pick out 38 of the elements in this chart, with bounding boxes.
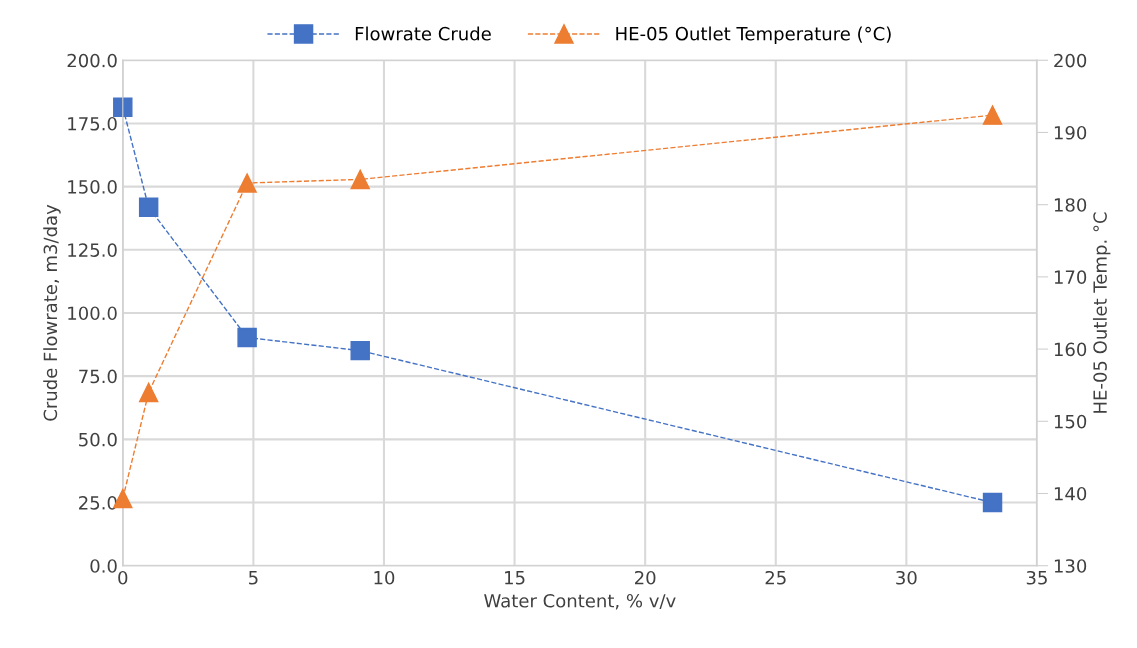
point [138, 382, 159, 403]
y2-tick-label: 200 [1054, 53, 1087, 68]
y2-axis-title: HE-05 Outlet Temp. °C [1092, 212, 1111, 413]
y-axis-title: Crude Flowrate, m3/day [43, 204, 61, 421]
y2-tick-label: 170 [1054, 270, 1087, 284]
legend-label: Flowrate Crude [355, 26, 491, 41]
y-tick-label: 200.0 [67, 53, 117, 68]
point [982, 105, 1003, 125]
point [113, 97, 133, 117]
x-tick-label: 10 [374, 570, 395, 585]
y2-tick-label: 130 [1054, 559, 1087, 573]
x-tick-label: 25 [765, 570, 786, 585]
y-tick-label: 75.0 [79, 369, 117, 384]
point [350, 169, 370, 190]
point [350, 340, 370, 361]
point [237, 327, 257, 348]
x-tick-label: 20 [635, 570, 656, 585]
x-tick-label: 0 [118, 570, 128, 585]
y2-tick-label: 150 [1054, 414, 1087, 429]
x-tick-label: 35 [1026, 570, 1047, 585]
x-tick-label: 15 [505, 571, 525, 585]
y-tick-label: 175.0 [68, 116, 117, 131]
x-tick-label: 30 [896, 570, 917, 585]
y2-tick-label: 190 [1054, 125, 1087, 140]
point [237, 173, 257, 193]
y-tick-label: 50.0 [79, 432, 117, 447]
point [138, 197, 159, 218]
point [982, 492, 1003, 513]
y2-tick-label: 160 [1054, 342, 1087, 357]
x-tick-label: 5 [249, 571, 258, 585]
legend-label: HE-05 Outlet Temperature (°C) [616, 26, 891, 45]
y-tick-label: 100.0 [68, 306, 117, 321]
x-axis-title: Water Content, % v/v [484, 593, 676, 610]
y2-tick-label: 140 [1054, 486, 1087, 501]
y-tick-label: 0.0 [90, 559, 117, 573]
y2-tick-label: 180 [1054, 198, 1087, 212]
y-tick-label: 150.0 [68, 180, 117, 194]
y-tick-label: 125.0 [68, 243, 117, 257]
